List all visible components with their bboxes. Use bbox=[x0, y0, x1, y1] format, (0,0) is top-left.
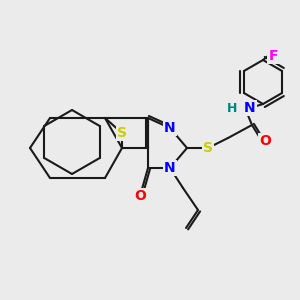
Text: O: O bbox=[259, 134, 271, 148]
Text: H: H bbox=[227, 101, 237, 115]
Text: S: S bbox=[117, 126, 127, 140]
Text: F: F bbox=[268, 49, 278, 63]
Text: N: N bbox=[164, 161, 176, 175]
Text: O: O bbox=[134, 189, 146, 203]
Text: S: S bbox=[203, 141, 213, 155]
Text: N: N bbox=[164, 121, 176, 135]
Text: N: N bbox=[244, 101, 256, 115]
